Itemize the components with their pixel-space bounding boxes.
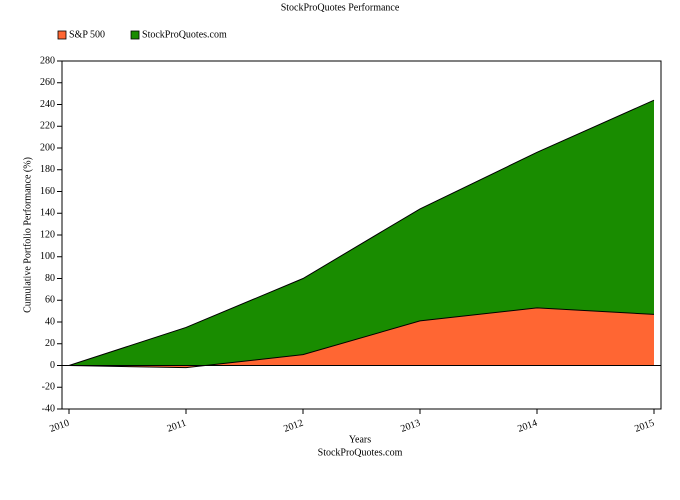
plot-border bbox=[61, 60, 662, 410]
x-tick-label: 2010 bbox=[48, 418, 71, 435]
area bbox=[69, 307, 654, 368]
legend-swatch bbox=[57, 30, 67, 40]
y-tick-label: 180 bbox=[40, 164, 55, 175]
y-tick-label: -20 bbox=[42, 382, 55, 393]
x-tick-label: 2012 bbox=[282, 418, 305, 435]
y-tick-label: 140 bbox=[40, 208, 55, 219]
y-tick-label: 200 bbox=[40, 142, 55, 153]
x-axis-label: Years bbox=[349, 434, 371, 445]
y-axis-label: Cumulative Portfolio Performance (%) bbox=[22, 157, 33, 313]
area-line bbox=[68, 307, 655, 369]
y-tick-label: 40 bbox=[45, 316, 55, 327]
legend-label: S&P 500 bbox=[69, 29, 105, 40]
y-tick-label: 60 bbox=[45, 295, 55, 306]
y-tick-label: 220 bbox=[40, 121, 55, 132]
legend-swatch bbox=[130, 30, 140, 40]
y-tick-label: 240 bbox=[40, 99, 55, 110]
y-tick-label: 100 bbox=[40, 251, 55, 262]
y-tick-label: 260 bbox=[40, 77, 55, 88]
y-tick-label: -40 bbox=[42, 403, 55, 414]
y-tick-label: 280 bbox=[40, 55, 55, 66]
y-tick-label: 160 bbox=[40, 186, 55, 197]
y-tick-label: 20 bbox=[45, 338, 55, 349]
x-tick-label: 2015 bbox=[633, 418, 656, 435]
y-tick-label: 0 bbox=[50, 360, 55, 371]
chart-subtitle: StockProQuotes.com bbox=[318, 447, 403, 458]
legend-label: StockProQuotes.com bbox=[142, 29, 227, 40]
y-tick-label: 80 bbox=[45, 273, 55, 284]
x-tick-label: 2014 bbox=[516, 418, 539, 435]
y-tick-label: 120 bbox=[40, 229, 55, 240]
area-line bbox=[68, 99, 655, 366]
x-tick-label: 2011 bbox=[166, 418, 188, 435]
x-tick-label: 2013 bbox=[399, 418, 422, 435]
chart-title: StockProQuotes Performance bbox=[281, 2, 400, 13]
